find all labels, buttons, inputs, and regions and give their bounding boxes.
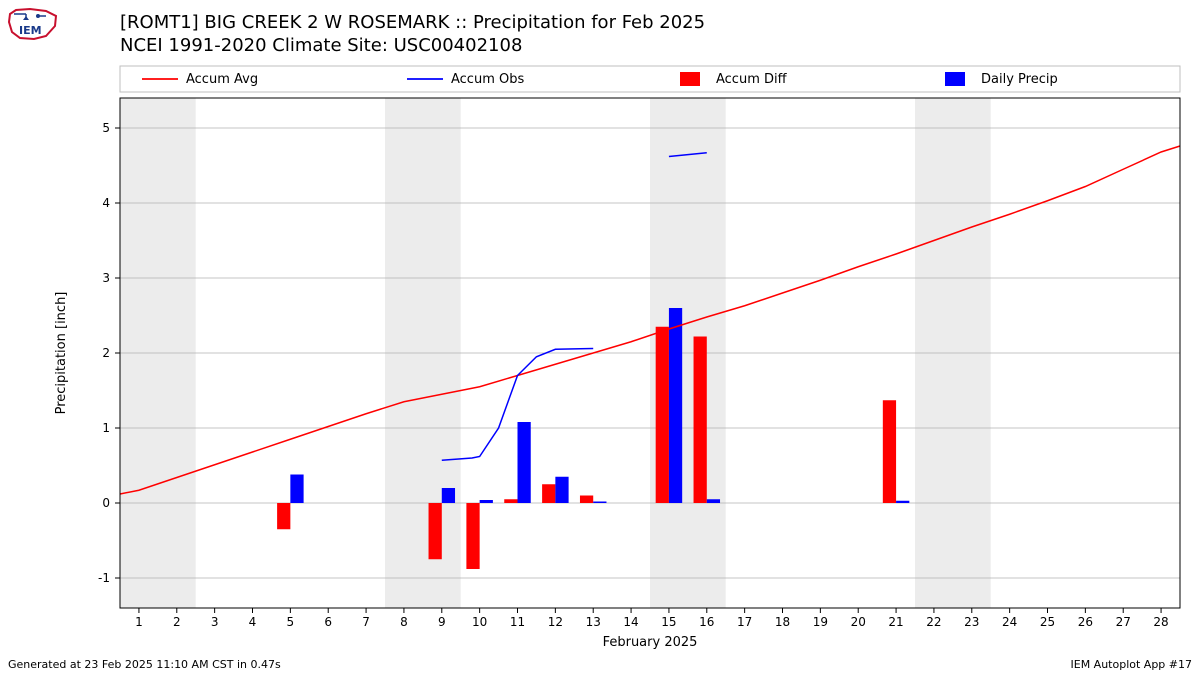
bar	[542, 484, 555, 503]
xtick-label: 14	[623, 615, 638, 629]
bar	[694, 337, 707, 504]
footer-appid: IEM Autoplot App #17	[1071, 658, 1193, 671]
bar	[669, 308, 682, 503]
bar	[466, 503, 479, 569]
xtick-label: 15	[661, 615, 676, 629]
ytick-label: 4	[102, 196, 110, 210]
xtick-label: 26	[1078, 615, 1093, 629]
xtick-label: 8	[400, 615, 408, 629]
bar	[580, 496, 593, 504]
bar	[429, 503, 442, 559]
bar	[480, 500, 493, 503]
y-axis-label: Precipitation [inch]	[54, 292, 69, 415]
xtick-label: 2	[173, 615, 181, 629]
xtick-label: 16	[699, 615, 714, 629]
xtick-label: 10	[472, 615, 487, 629]
xtick-label: 6	[324, 615, 332, 629]
xtick-label: 5	[287, 615, 295, 629]
xtick-label: 22	[926, 615, 941, 629]
bar	[896, 501, 909, 503]
xtick-label: 27	[1116, 615, 1131, 629]
legend-swatch	[945, 72, 965, 86]
xtick-label: 13	[586, 615, 601, 629]
xtick-label: 24	[1002, 615, 1017, 629]
xtick-label: 7	[362, 615, 370, 629]
footer-generated: Generated at 23 Feb 2025 11:10 AM CST in…	[8, 658, 281, 671]
xtick-label: 3	[211, 615, 219, 629]
ytick-label: 5	[102, 121, 110, 135]
xtick-label: 18	[775, 615, 790, 629]
bar	[656, 327, 669, 503]
bar	[290, 475, 303, 504]
ytick-label: 2	[102, 346, 110, 360]
xtick-label: 12	[548, 615, 563, 629]
logo-text: IEM	[19, 24, 42, 37]
iem-logo: IEM	[6, 6, 58, 42]
bar	[555, 477, 568, 503]
xtick-label: 17	[737, 615, 752, 629]
title-line2: NCEI 1991-2020 Climate Site: USC00402108	[120, 35, 705, 58]
xtick-label: 23	[964, 615, 979, 629]
legend-label: Daily Precip	[981, 72, 1058, 87]
ytick-label: 0	[102, 496, 110, 510]
bar	[707, 499, 720, 503]
bar	[593, 502, 606, 504]
legend-label: Accum Avg	[186, 72, 258, 87]
legend-label: Accum Diff	[716, 72, 788, 87]
xtick-label: 20	[851, 615, 866, 629]
precipitation-chart: Accum Avg Accum Obs Accum Diff Daily Precip…	[0, 0, 1200, 675]
xtick-label: 1	[135, 615, 143, 629]
bar	[883, 400, 896, 503]
title-line1: [ROMT1] BIG CREEK 2 W ROSEMARK :: Precip…	[120, 12, 705, 35]
xtick-label: 21	[888, 615, 903, 629]
bar	[277, 503, 290, 529]
ytick-label: 1	[102, 421, 110, 435]
x-axis-label: February 2025	[603, 635, 698, 650]
ytick-label: -1	[98, 571, 110, 585]
ytick-label: 3	[102, 271, 110, 285]
legend-label: Accum Obs	[451, 72, 524, 87]
chart-title: [ROMT1] BIG CREEK 2 W ROSEMARK :: Precip…	[120, 12, 705, 57]
legend-swatch	[680, 72, 700, 86]
bar	[504, 499, 517, 503]
bar	[442, 488, 455, 503]
xtick-label: 4	[249, 615, 257, 629]
xtick-label: 9	[438, 615, 446, 629]
xtick-label: 19	[813, 615, 828, 629]
xtick-label: 28	[1153, 615, 1168, 629]
xtick-label: 11	[510, 615, 525, 629]
bar	[518, 422, 531, 503]
xtick-label: 25	[1040, 615, 1055, 629]
